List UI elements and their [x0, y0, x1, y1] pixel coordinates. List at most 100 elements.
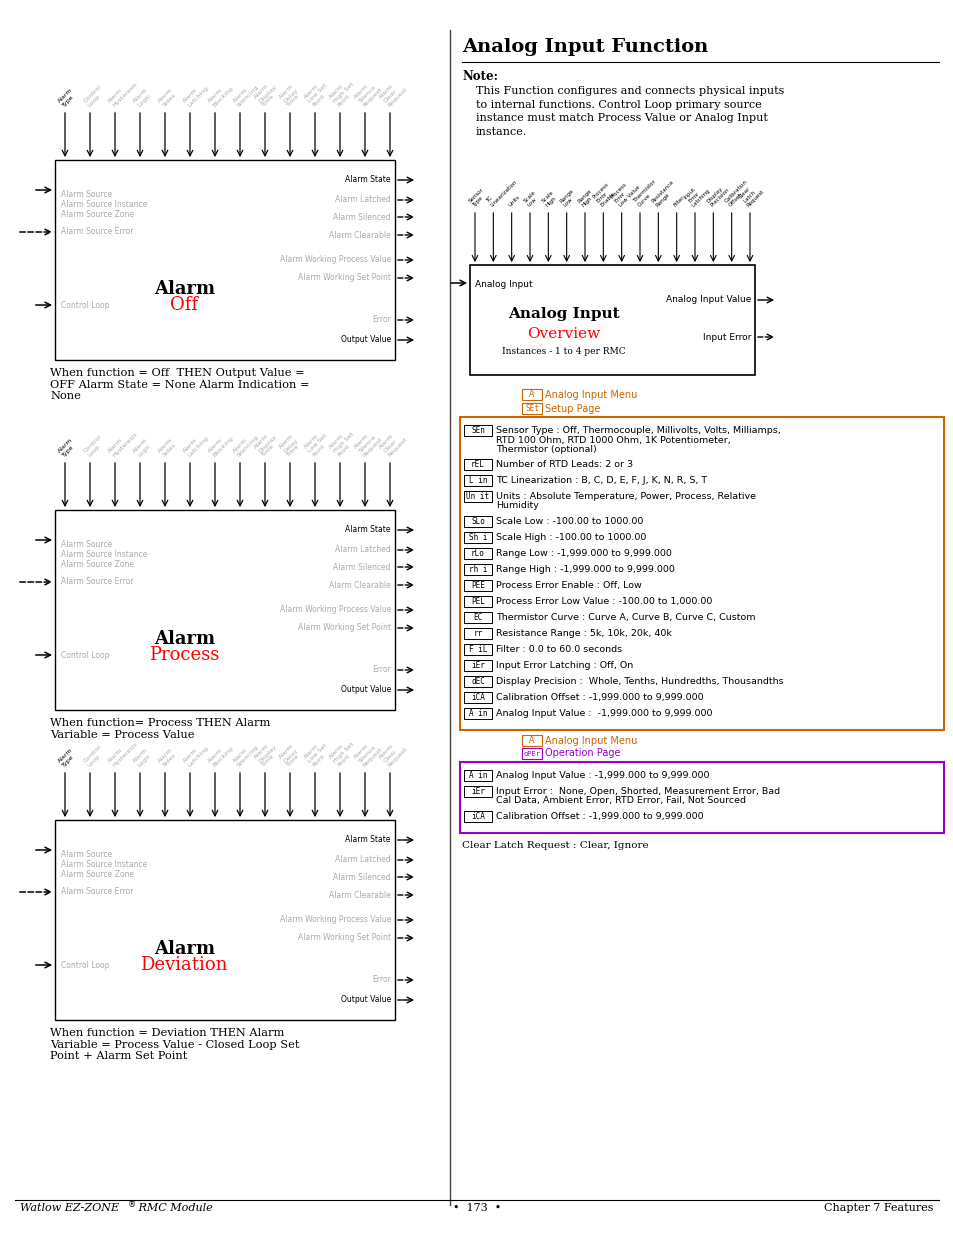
Text: Analog Input Value : -1,999.000 to 9,999.000: Analog Input Value : -1,999.000 to 9,999…: [496, 771, 709, 781]
Text: RTD 100 Ohm, RTD 1000 Ohm, 1K Potentiometer,: RTD 100 Ohm, RTD 1000 Ohm, 1K Potentiome…: [496, 436, 730, 445]
Text: Alarm
Silence
Request: Alarm Silence Request: [353, 78, 383, 107]
Text: Display Precision :  Whole, Tenths, Hundredths, Thousandths: Display Precision : Whole, Tenths, Hundr…: [496, 677, 782, 685]
Text: Alarm Source Error: Alarm Source Error: [61, 888, 133, 897]
Text: Scale
High: Scale High: [540, 190, 558, 207]
Text: Alarm
Logic: Alarm Logic: [132, 437, 152, 458]
Text: Alarm
Latching: Alarm Latching: [182, 741, 209, 768]
Bar: [459, 762, 943, 832]
Text: Alarm
Sides: Alarm Sides: [157, 88, 178, 107]
Text: Filter : 0.0 to 60.0 seconds: Filter : 0.0 to 60.0 seconds: [496, 645, 621, 655]
Text: Control Loop: Control Loop: [61, 300, 110, 310]
Text: SLo: SLo: [471, 517, 484, 526]
Bar: [463, 659, 492, 671]
Text: Alarm
Type: Alarm Type: [57, 747, 78, 768]
Text: Alarm
Logic: Alarm Logic: [132, 88, 152, 107]
Text: Alarm
High Set
Point: Alarm High Set Point: [328, 78, 358, 107]
Text: Process Error Low Value : -100.00 to 1,000.00: Process Error Low Value : -100.00 to 1,0…: [496, 597, 712, 606]
Text: TC
Linearization: TC Linearization: [485, 175, 517, 207]
Text: ®: ®: [128, 1200, 136, 1209]
Text: Process
Error
Enable: Process Error Enable: [591, 182, 618, 207]
Text: Overview: Overview: [527, 327, 600, 341]
Text: When function = Off  THEN Output Value =
OFF Alarm State = None Alarm Indication: When function = Off THEN Output Value = …: [50, 368, 309, 401]
Text: Alarm
Hysteresis: Alarm Hysteresis: [108, 78, 138, 107]
Text: Clear Latch Request : Clear, Ignore: Clear Latch Request : Clear, Ignore: [461, 841, 648, 850]
Text: Resistance
Range: Resistance Range: [650, 179, 679, 207]
Text: Sensor
Type: Sensor Type: [467, 186, 488, 207]
Text: Instances - 1 to 4 per RMC: Instances - 1 to 4 per RMC: [501, 347, 625, 356]
Text: Setup Page: Setup Page: [544, 404, 599, 414]
Text: Chapter 7 Features: Chapter 7 Features: [823, 1203, 933, 1213]
Text: Input Error :  None, Open, Shorted, Measurement Error, Bad: Input Error : None, Open, Shorted, Measu…: [496, 787, 780, 797]
Text: A in: A in: [468, 709, 487, 718]
Bar: [463, 475, 492, 487]
Text: SEn: SEn: [471, 426, 484, 435]
Text: Alarm Working Set Point: Alarm Working Set Point: [297, 273, 391, 283]
Bar: [521, 735, 541, 746]
Text: Watlow EZ-ZONE: Watlow EZ-ZONE: [20, 1203, 119, 1213]
Text: Analog Input Function: Analog Input Function: [461, 38, 707, 56]
Text: rh i: rh i: [468, 564, 487, 574]
Text: Alarm
Delay
Time: Alarm Delay Time: [278, 83, 303, 107]
Text: Alarm
Low Set
Point: Alarm Low Set Point: [303, 739, 332, 768]
Text: Alarm
Clear
Request: Alarm Clear Request: [378, 429, 408, 458]
Bar: [463, 643, 492, 655]
Text: Alarm Latched: Alarm Latched: [335, 856, 391, 864]
Text: EC: EC: [473, 613, 482, 622]
Text: Thermistor
Curve: Thermistor Curve: [632, 179, 660, 207]
Text: Off: Off: [170, 296, 198, 314]
Bar: [463, 676, 492, 687]
Bar: [521, 748, 541, 760]
Text: Alarm Source Zone: Alarm Source Zone: [61, 210, 133, 219]
Text: Alarm Working Process Value: Alarm Working Process Value: [279, 915, 391, 925]
Text: When function = Deviation THEN Alarm
Variable = Process Value - Closed Loop Set
: When function = Deviation THEN Alarm Var…: [50, 1028, 299, 1061]
Text: Alarm
Sides: Alarm Sides: [157, 437, 178, 458]
Bar: [463, 708, 492, 719]
Text: Calibration Offset : -1,999.000 to 9,999.000: Calibration Offset : -1,999.000 to 9,999…: [496, 811, 703, 821]
Bar: [463, 425, 492, 436]
Text: Range High : -1,999.000 to 9,999.000: Range High : -1,999.000 to 9,999.000: [496, 564, 674, 574]
Bar: [463, 769, 492, 781]
Text: iEr: iEr: [471, 661, 484, 671]
Text: Alarm
Clear
Request: Alarm Clear Request: [378, 78, 408, 107]
Text: Alarm: Alarm: [153, 940, 214, 958]
Text: Alarm State: Alarm State: [345, 526, 391, 535]
Text: Alarm Latched: Alarm Latched: [335, 195, 391, 205]
Bar: [463, 459, 492, 471]
Text: Alarm State: Alarm State: [345, 836, 391, 845]
Text: Alarm Source: Alarm Source: [61, 540, 112, 550]
Text: Alarm
Latching: Alarm Latching: [182, 82, 209, 107]
Text: Alarm
Delay
Time: Alarm Delay Time: [278, 433, 303, 458]
Bar: [463, 492, 492, 501]
Text: Alarm
High Set
Point: Alarm High Set Point: [328, 737, 358, 768]
Text: Alarm
Silence
Request: Alarm Silence Request: [353, 739, 383, 768]
Text: Calibration Offset : -1,999.000 to 9,999.000: Calibration Offset : -1,999.000 to 9,999…: [496, 693, 703, 701]
Text: Alarm
Logic: Alarm Logic: [132, 747, 152, 768]
Bar: [521, 403, 541, 414]
Text: Alarm Silenced: Alarm Silenced: [334, 212, 391, 221]
Bar: [470, 266, 754, 375]
Text: Note:: Note:: [461, 70, 497, 83]
Text: Aᴵ: Aᴵ: [528, 736, 535, 745]
Text: Alarm
Hysteresis: Alarm Hysteresis: [108, 737, 138, 768]
Bar: [463, 629, 492, 638]
Text: Analog Input Menu: Analog Input Menu: [544, 736, 637, 746]
Text: Alarm
Latching: Alarm Latching: [182, 431, 209, 458]
Text: Thermistor Curve : Curve A, Curve B, Curve C, Custom: Thermistor Curve : Curve A, Curve B, Cur…: [496, 613, 755, 622]
Text: Alarm
Silencing: Alarm Silencing: [233, 80, 260, 107]
Text: Alarm
Sides: Alarm Sides: [157, 747, 178, 768]
Text: Thermistor (optional): Thermistor (optional): [496, 445, 597, 454]
Bar: [55, 820, 395, 1020]
Text: Control Loop: Control Loop: [61, 651, 110, 659]
Text: Alarm
Type: Alarm Type: [57, 437, 78, 458]
Text: Alarm
Type: Alarm Type: [57, 88, 78, 107]
Text: Alarm Source Instance: Alarm Source Instance: [61, 200, 147, 209]
Bar: [463, 516, 492, 527]
Text: Alarm
Low Set
Point: Alarm Low Set Point: [303, 79, 332, 107]
Text: Process Error Enable : Off, Low: Process Error Enable : Off, Low: [496, 580, 641, 590]
Text: Alarm Clearable: Alarm Clearable: [329, 580, 391, 589]
Text: Control
Loop: Control Loop: [82, 435, 106, 458]
Text: Alarm: Alarm: [153, 280, 214, 298]
Text: Alarm Working Process Value: Alarm Working Process Value: [279, 256, 391, 264]
Text: Alarm
Hysteresis: Alarm Hysteresis: [108, 427, 138, 458]
Text: Scale
Low: Scale Low: [522, 190, 540, 207]
